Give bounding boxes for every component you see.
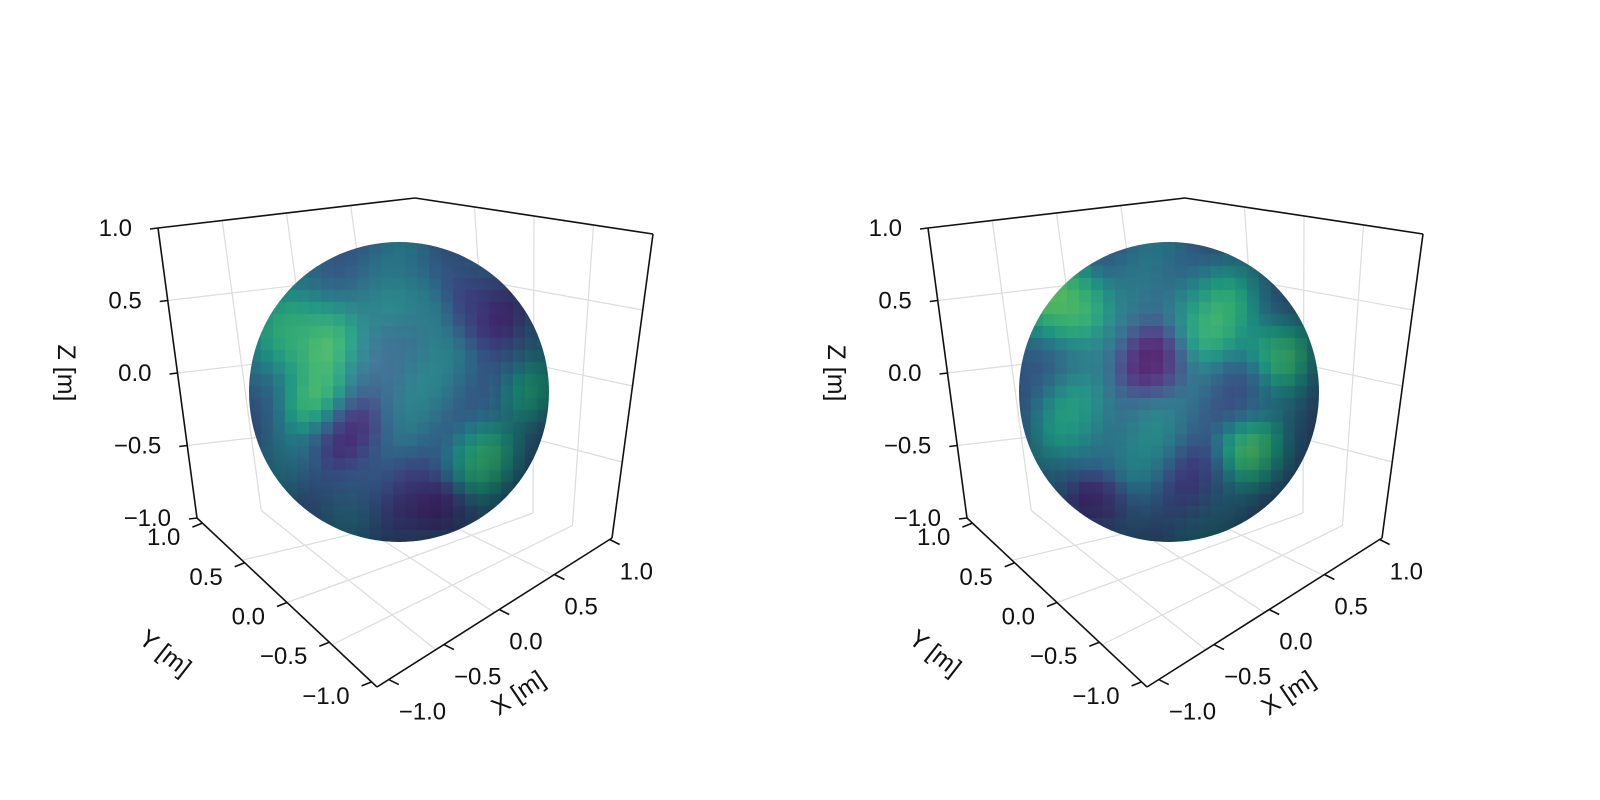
z-tick-label: 0.5 [108,288,141,315]
z-tick-label: 0.0 [888,360,921,387]
y-tick-label: −1.0 [1072,683,1119,710]
y-tick-label: −0.5 [1030,643,1077,670]
x-tick-label: 1.0 [1390,558,1423,585]
z-tick-label: 0.0 [118,360,151,387]
x-tick-label: 0.0 [1279,629,1312,656]
frame-edge-top-left [927,197,1186,229]
z-tick-label: 0.5 [878,288,911,315]
frame-edge-top-right [414,197,654,235]
y-tick-label: 0.0 [1002,604,1035,631]
z-tick-label: 1.0 [99,215,132,242]
x-tick-label: 1.0 [620,558,653,585]
y-tick-label: 1.0 [917,524,950,551]
sphere-plot-right: 1.00.50.0−0.5−1.01.00.50.0−0.5−1.0−1.0−0… [822,197,1424,726]
frame-edge-top-right [1184,197,1424,235]
x-tick-label: −1.0 [1169,699,1216,726]
y-tick-label: 0.5 [189,564,222,591]
y-tick-label: 1.0 [147,524,180,551]
x-tick-label: −1.0 [399,699,446,726]
x-tick-label: 0.0 [509,629,542,656]
z-axis-label: Z [m] [822,345,850,402]
sphere-plot-left: 1.00.50.0−0.5−1.01.00.50.0−0.5−1.0−1.0−0… [52,197,654,726]
x-axis-line [1146,537,1383,688]
y-tick-label: −1.0 [302,683,349,710]
sphere-surface [1019,242,1319,542]
x-tick-label: 0.5 [1334,594,1367,621]
x-tick-label: −0.5 [1224,664,1271,691]
y-axis-label: Y [m] [133,624,196,682]
y-tick-label: −0.5 [260,643,307,670]
y-tick-label: 0.5 [959,564,992,591]
z-tick-label: −1.0 [124,505,171,532]
z-axis-label: Z [m] [52,345,80,402]
frame-edge-top-left [157,197,416,229]
sphere-surface [249,242,549,542]
z-tick-label: −1.0 [894,505,941,532]
x-tick-label: 0.5 [564,594,597,621]
z-tick-label: −0.5 [884,433,931,460]
frame-edge-right-vertical [1381,233,1424,539]
z-tick-label: −0.5 [114,433,161,460]
x-axis-line [376,537,613,688]
y-tick-label: 0.0 [232,604,265,631]
y-axis-label: Y [m] [903,624,966,682]
x-tick-label: −0.5 [454,664,501,691]
z-tick-label: 1.0 [869,215,902,242]
frame-edge-right-vertical [611,233,654,539]
